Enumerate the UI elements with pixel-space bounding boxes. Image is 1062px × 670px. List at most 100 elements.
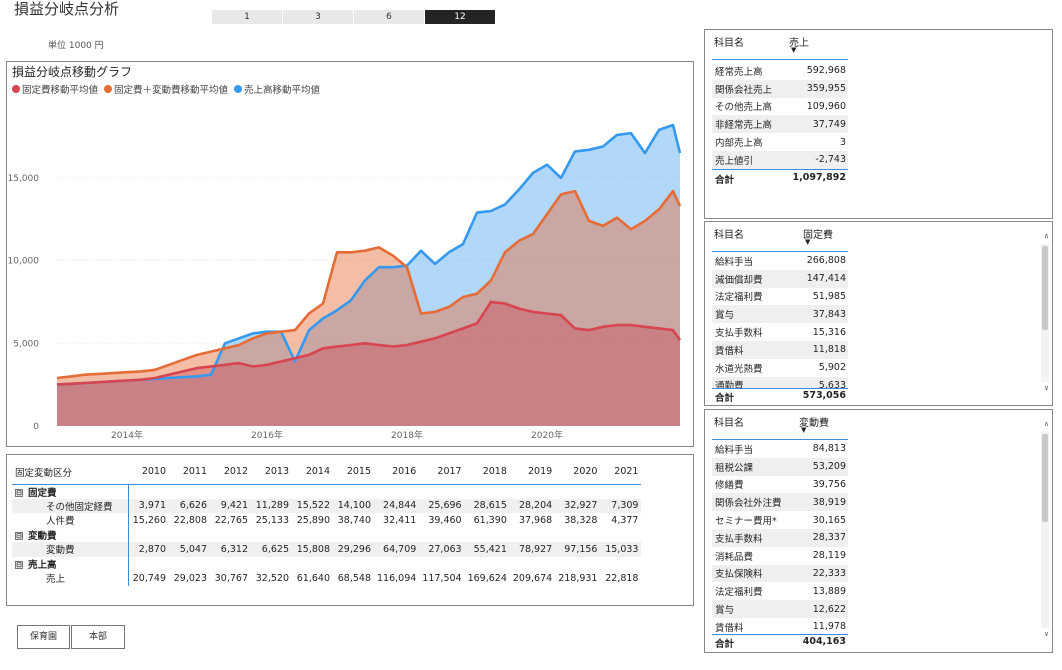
table-row[interactable]: 支払保険料 22,333 [712,564,848,583]
variable-table-scrollbar[interactable] [1041,432,1049,628]
period-option-3[interactable]: 3 [283,10,354,24]
slicer-button-headquarters[interactable]: 本部 [71,625,125,649]
period-option-12[interactable]: 12 [425,10,496,24]
total-label: 合計 [715,175,735,186]
table-row[interactable]: 修繕費 39,756 [712,476,848,494]
total-value: 1,097,892 [792,172,847,183]
matrix-group-header[interactable]: ⊟ 売上高 [12,556,129,571]
table-row[interactable]: 内部売上高 3 [712,133,848,151]
collapse-toggle-icon[interactable]: ⊟ [15,489,23,497]
table-row[interactable]: 通勤費 5,633 [712,376,848,388]
table-row[interactable]: 賃借料 11,818 [712,340,848,359]
year-header[interactable]: 2017 [419,460,465,485]
account-name: 給料手当 [715,444,754,456]
matrix-cell: 6,312 [210,542,251,557]
account-value: 15,316 [812,326,846,338]
period-option-6[interactable]: 6 [354,10,425,24]
table-row[interactable]: 支払手数料 28,337 [712,528,848,547]
year-header[interactable]: 2018 [464,460,510,485]
table-row[interactable]: その他売上高 109,960 [712,98,848,116]
column-header-variable-cost[interactable]: 変動費 ▼ [789,414,845,434]
year-header[interactable]: 2020 [555,460,601,485]
scroll-thumb[interactable] [1042,246,1048,330]
breakeven-chart-panel: 0 5,000 10,000 15,000 2014年 2016年 2018年 2020年 損… [6,61,694,447]
year-header[interactable]: 2015 [333,460,374,485]
year-header[interactable]: 2010 [128,460,169,485]
year-header[interactable]: 2014 [292,460,333,485]
slicer-button-nursery[interactable]: 保育園 [17,625,70,649]
column-header-account[interactable]: 科目名 [714,230,744,241]
matrix-row-label-text: 売上高 [28,559,57,571]
legend-item-sales[interactable]: 売上高移動平均値 [234,82,320,96]
sort-descending-icon: ▼ [801,426,807,434]
year-header[interactable]: 2019 [509,460,556,485]
account-name: 給料手当 [715,256,754,268]
matrix-cell: 25,133 [255,514,289,526]
table-row[interactable]: 消耗品費 28,119 [712,547,848,565]
matrix-cell: 218,931 [558,572,598,584]
account-value: 13,889 [812,585,846,597]
year-header[interactable]: 2013 [251,460,292,485]
sort-descending-icon: ▼ [791,46,797,54]
column-header-account[interactable]: 科目名 [714,38,744,49]
table-row[interactable]: 支払手数料 15,316 [712,323,848,341]
year-header[interactable]: 2012 [210,460,251,485]
table-row[interactable]: 賞与 12,622 [712,600,848,618]
matrix-cell: 27,063 [419,542,465,557]
table-row[interactable]: 経常売上高 592,968 [712,62,848,80]
matrix-group-header[interactable]: ⊟ 固定費 [12,484,129,499]
scroll-down-icon[interactable]: ∨ [1043,630,1049,638]
table-row[interactable]: 売上値引 -2,743 [712,150,848,169]
matrix-cell: 61,640 [296,572,330,584]
table-row[interactable]: 賃借料 11,978 [712,618,848,634]
table-row[interactable]: 法定福利費 51,985 [712,288,848,306]
series-area-2 [57,125,680,426]
x-tick-label: 2016年 [251,429,283,441]
legend-item-fixed[interactable]: 固定費移動平均値 [12,82,98,96]
matrix-group-row: ⊟ 売上高 [12,556,641,572]
table-row[interactable]: 関係会社売上 359,955 [712,79,848,98]
matrix-cell: 28,615 [464,498,510,513]
matrix-cell: 6,625 [251,542,292,557]
column-header-fixed-cost[interactable]: 固定費 ▼ [789,226,845,246]
matrix-cell: 39,460 [428,514,462,526]
sales-total-row: 合計 1,097,892 [712,172,848,186]
year-header[interactable]: 2021 [600,460,642,485]
scroll-down-icon[interactable]: ∨ [1043,384,1049,392]
matrix-cell [251,557,292,572]
matrix-item-row: その他固定経費 3,971 6,626 9,421 11,289 15,522 14,100… [12,498,642,513]
year-header[interactable]: 2016 [374,460,420,485]
table-row[interactable]: セミナー費用* 30,165 [712,511,848,529]
table-row[interactable]: 給料手当 84,813 [712,440,848,458]
scroll-up-icon[interactable]: ∧ [1043,420,1049,428]
scroll-thumb[interactable] [1042,434,1048,522]
account-name: 関係会社売上 [715,84,773,96]
matrix-cell: 20,749 [132,572,166,584]
matrix-cell [374,484,419,499]
legend-item-fixed-variable[interactable]: 固定費＋変動費移動平均値 [104,82,228,96]
matrix-row-header[interactable]: 固定変動区分 [12,460,128,485]
matrix-cell [333,557,374,572]
fixed-table-scrollbar[interactable] [1041,244,1049,382]
header-divider [712,59,848,60]
scroll-up-icon[interactable]: ∧ [1043,232,1049,240]
collapse-toggle-icon[interactable]: ⊟ [15,532,23,541]
period-option-1[interactable]: 1 [212,10,283,24]
table-row[interactable]: 法定福利費 13,889 [712,582,848,600]
matrix-group-header[interactable]: ⊟ 変動費 [12,527,129,542]
year-header[interactable]: 2011 [169,460,210,485]
table-row[interactable]: 減価償却費 147,414 [712,269,848,288]
collapse-toggle-icon[interactable]: ⊟ [15,561,23,570]
table-row[interactable]: 賞与 37,843 [712,305,848,324]
table-row[interactable]: 非経常売上高 37,749 [712,115,848,134]
matrix-cell [510,557,555,572]
account-name: 法定福利費 [715,587,763,599]
x-tick-label: 2020年 [531,429,563,441]
table-row[interactable]: 租税公課 53,209 [712,457,848,476]
total-divider [712,169,848,170]
column-header-sales[interactable]: 売上 ▼ [789,34,845,54]
column-header-account[interactable]: 科目名 [714,418,744,429]
table-row[interactable]: 関係会社外注費 38,919 [712,493,848,512]
table-row[interactable]: 水道光熱費 5,902 [712,359,848,377]
table-row[interactable]: 給料手当 266,808 [712,252,848,270]
